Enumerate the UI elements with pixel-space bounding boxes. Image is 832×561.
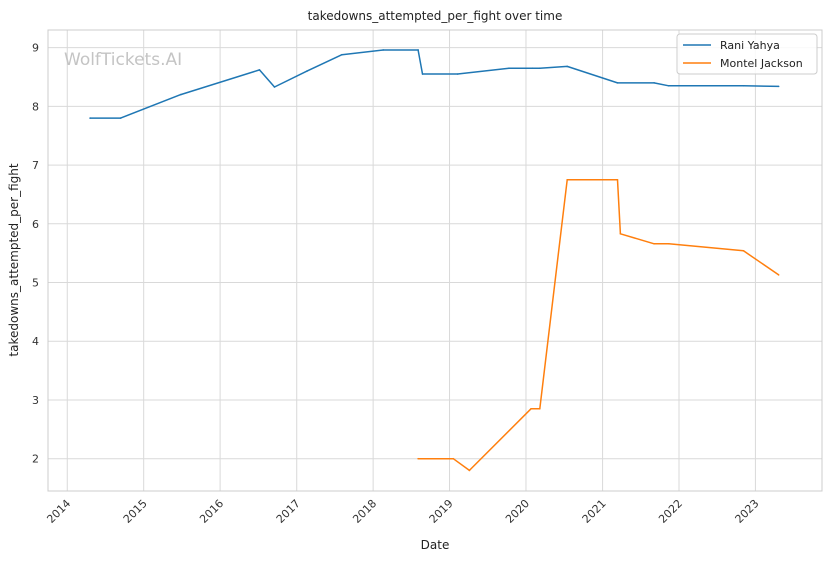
- data-point-rani-yahya: [382, 49, 384, 51]
- data-point-rani-yahya: [456, 73, 459, 75]
- x-tick-label: 2020: [503, 497, 532, 526]
- x-tick-label: 2022: [656, 497, 685, 526]
- data-point-rani-yahya: [616, 82, 619, 84]
- legend-label-rani-yahya: Rani Yahya: [720, 39, 780, 52]
- chart-title: takedowns_attempted_per_fight over time: [308, 9, 563, 23]
- data-point-rani-yahya: [417, 49, 419, 51]
- grid: [48, 30, 822, 491]
- x-tick-label: 2023: [733, 497, 762, 526]
- data-point-montel-jackson: [653, 242, 655, 245]
- data-point-montel-jackson: [566, 178, 569, 181]
- series-lines: [89, 49, 780, 472]
- data-point-rani-yahya: [89, 117, 91, 119]
- data-point-rani-yahya: [258, 69, 261, 71]
- legend: Rani Yahya Montel Jackson: [676, 33, 818, 75]
- y-tick-label: 6: [32, 218, 39, 231]
- data-point-rani-yahya: [667, 84, 670, 87]
- data-point-montel-jackson: [452, 457, 455, 460]
- x-tick-labels: 2014 2015 2016 2017 2018 2019 2020 2021 2022 2023: [44, 497, 761, 526]
- data-point-rani-yahya: [777, 85, 780, 88]
- data-point-rani-yahya: [179, 93, 182, 96]
- data-point-rani-yahya: [508, 67, 510, 69]
- data-point-montel-jackson: [742, 250, 745, 252]
- y-axis-label: takedowns_attempted_per_fight: [7, 163, 21, 356]
- y-tick-label: 5: [32, 277, 39, 290]
- y-tick-label: 4: [32, 335, 39, 348]
- watermark-text: WolfTickets.AI: [64, 50, 182, 70]
- data-point-montel-jackson: [468, 469, 471, 472]
- legend-label-montel-jackson: Montel Jackson: [720, 57, 803, 70]
- series-line-rani-yahya: [90, 49, 779, 119]
- plot-frame: [47, 29, 823, 492]
- y-tick-label: 3: [32, 394, 39, 407]
- x-tick-label: 2015: [121, 497, 150, 526]
- series-line-montel-jackson: [418, 179, 780, 472]
- legend-box: [676, 33, 818, 75]
- y-tick-labels: 2 3 4 5 6 7 8 9: [32, 42, 39, 466]
- data-point-montel-jackson: [619, 232, 622, 235]
- data-point-rani-yahya: [421, 73, 424, 75]
- data-point-rani-yahya: [306, 70, 308, 72]
- x-tick-label: 2019: [427, 497, 456, 526]
- y-tick-label: 9: [32, 42, 39, 55]
- data-point-rani-yahya: [742, 84, 745, 87]
- data-point-rani-yahya: [273, 86, 276, 88]
- data-point-rani-yahya: [538, 67, 541, 69]
- data-point-montel-jackson: [538, 407, 541, 410]
- x-tick-label: 2017: [274, 497, 303, 526]
- y-tick-label: 2: [32, 453, 39, 466]
- x-tick-label: 2014: [44, 497, 73, 526]
- data-point-rani-yahya: [341, 53, 343, 56]
- data-point-rani-yahya: [566, 65, 569, 68]
- data-point-rani-yahya: [531, 67, 534, 69]
- data-point-montel-jackson: [667, 242, 670, 245]
- x-axis-label: Date: [421, 538, 450, 552]
- data-point-rani-yahya: [119, 117, 122, 119]
- x-tick-label: 2018: [350, 497, 379, 526]
- data-point-rani-yahya: [653, 82, 655, 84]
- data-point-montel-jackson: [616, 178, 619, 181]
- data-point-montel-jackson: [417, 457, 419, 460]
- x-tick-label: 2016: [197, 497, 226, 526]
- data-point-montel-jackson: [777, 274, 780, 276]
- x-tick-label: 2021: [580, 497, 609, 526]
- y-tick-label: 8: [32, 100, 39, 113]
- data-point-montel-jackson: [530, 407, 532, 410]
- y-tick-label: 7: [32, 159, 39, 172]
